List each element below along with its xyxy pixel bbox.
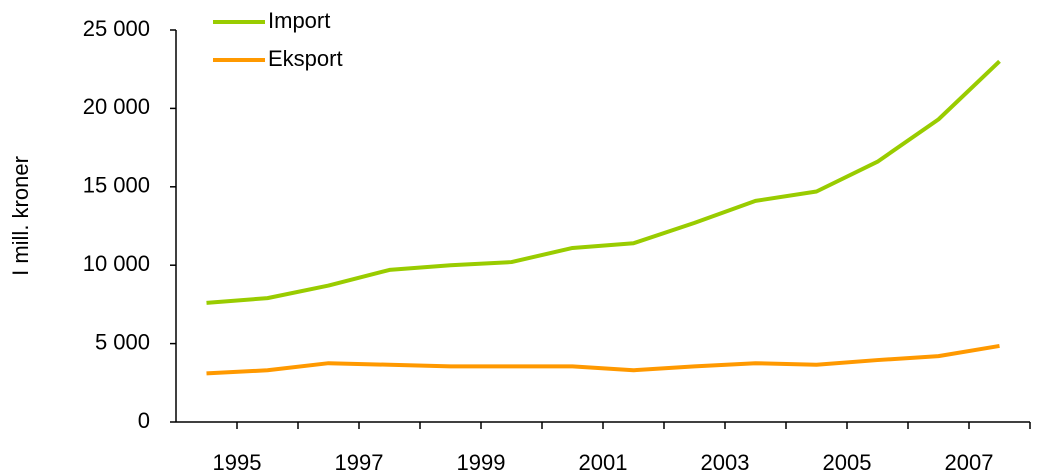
x-tick-label: 2007 xyxy=(945,450,994,471)
y-axis-label: I mill. kroner xyxy=(8,156,33,276)
y-tick-label: 15 000 xyxy=(83,173,150,198)
x-tick-label: 2005 xyxy=(823,450,872,471)
y-tick-label: 5 000 xyxy=(95,329,150,354)
x-tick-label: 2001 xyxy=(579,450,628,471)
x-tick-label: 2003 xyxy=(701,450,750,471)
x-tick-label: 1995 xyxy=(213,450,262,471)
y-tick-label: 25 000 xyxy=(83,16,150,41)
y-tick-label: 0 xyxy=(138,408,150,433)
x-tick-label: 1999 xyxy=(457,450,506,471)
legend-label: Eksport xyxy=(268,46,343,71)
line-series xyxy=(206,343,1000,376)
y-tick-label: 20 000 xyxy=(83,94,150,119)
x-tick-label: 1997 xyxy=(335,450,384,471)
y-tick-label: 10 000 xyxy=(83,251,150,276)
line-series xyxy=(206,59,1001,305)
legend-label: Import xyxy=(268,8,330,33)
